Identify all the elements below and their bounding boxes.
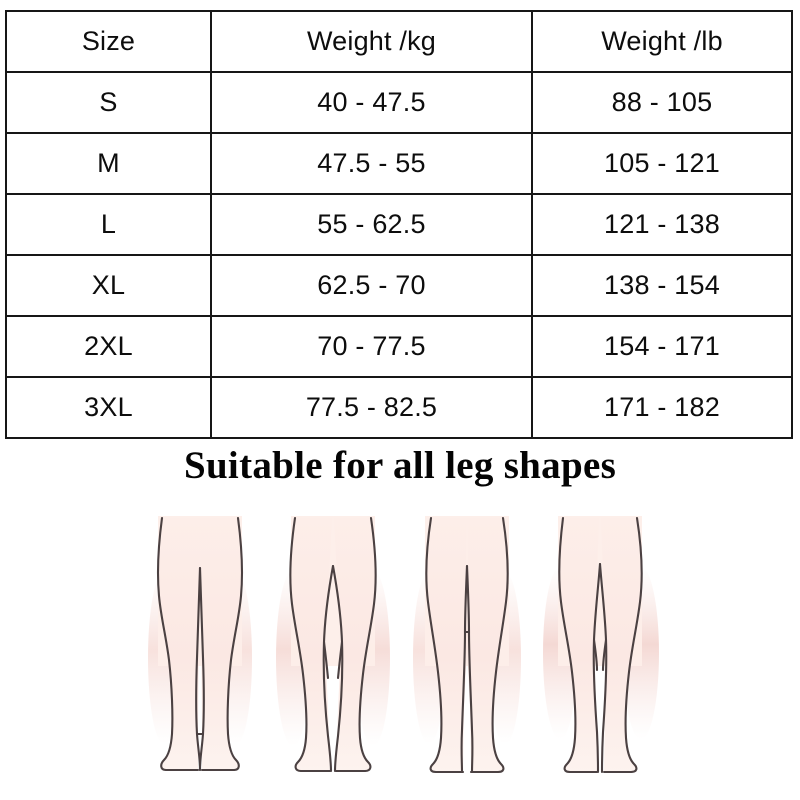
cell-size: 2XL	[5, 315, 212, 378]
column-header-weight-lb: Weight /lb	[531, 10, 793, 73]
column-header-size: Size	[5, 10, 212, 73]
size-chart-header: Size Weight /kg Weight /lb	[5, 10, 793, 73]
table-row: M 47.5 - 55 105 - 121	[5, 132, 793, 195]
cell-weight-kg: 70 - 77.5	[210, 315, 533, 378]
leg-outline	[156, 516, 244, 772]
leg-figure-bow-legs	[273, 508, 393, 790]
leg-outline	[289, 516, 378, 773]
leg-figure-knock-knees	[407, 508, 527, 790]
cell-weight-lb: 138 - 154	[531, 254, 793, 317]
leg-outline	[558, 516, 643, 774]
cell-weight-kg: 62.5 - 70	[210, 254, 533, 317]
cell-size: L	[5, 193, 212, 256]
cell-weight-lb: 154 - 171	[531, 315, 793, 378]
cell-weight-lb: 88 - 105	[531, 71, 793, 134]
leg-silhouette-fill	[290, 518, 333, 771]
leg-silhouette-fill	[425, 518, 467, 772]
leg-silhouette-fill	[158, 518, 200, 770]
table-header-row: Size Weight /kg Weight /lb	[5, 10, 793, 73]
cell-weight-kg: 77.5 - 82.5	[210, 376, 533, 439]
table-row: S 40 - 47.5 88 - 105	[5, 71, 793, 134]
leg-figure-curved-calf-legs	[540, 508, 660, 790]
cell-weight-lb: 171 - 182	[531, 376, 793, 439]
leg-figure-straight-legs	[140, 508, 260, 790]
table-row: 2XL 70 - 77.5 154 - 171	[5, 315, 793, 378]
cell-size: 3XL	[5, 376, 212, 439]
cell-weight-kg: 40 - 47.5	[210, 71, 533, 134]
table-row: L 55 - 62.5 121 - 138	[5, 193, 793, 256]
size-chart-table: Size Weight /kg Weight /lb S 40 - 47.5 8…	[5, 10, 793, 439]
table-row: XL 62.5 - 70 138 - 154	[5, 254, 793, 317]
column-header-weight-kg: Weight /kg	[210, 10, 533, 73]
cell-weight-lb: 105 - 121	[531, 132, 793, 195]
table-row: 3XL 77.5 - 82.5 171 - 182	[5, 376, 793, 439]
cell-weight-lb: 121 - 138	[531, 193, 793, 256]
cell-size: M	[5, 132, 212, 195]
leg-shapes-heading: Suitable for all leg shapes	[183, 444, 617, 487]
cell-size: XL	[5, 254, 212, 317]
leg-shapes-illustration-row	[140, 508, 660, 790]
size-chart-container: Size Weight /kg Weight /lb S 40 - 47.5 8…	[5, 10, 793, 439]
cell-size: S	[5, 71, 212, 134]
leg-outline	[424, 516, 509, 774]
cell-weight-kg: 55 - 62.5	[210, 193, 533, 256]
cell-weight-kg: 47.5 - 55	[210, 132, 533, 195]
leg-silhouette-fill	[559, 518, 599, 772]
size-chart-body: S 40 - 47.5 88 - 105 M 47.5 - 55 105 - 1…	[5, 71, 793, 439]
